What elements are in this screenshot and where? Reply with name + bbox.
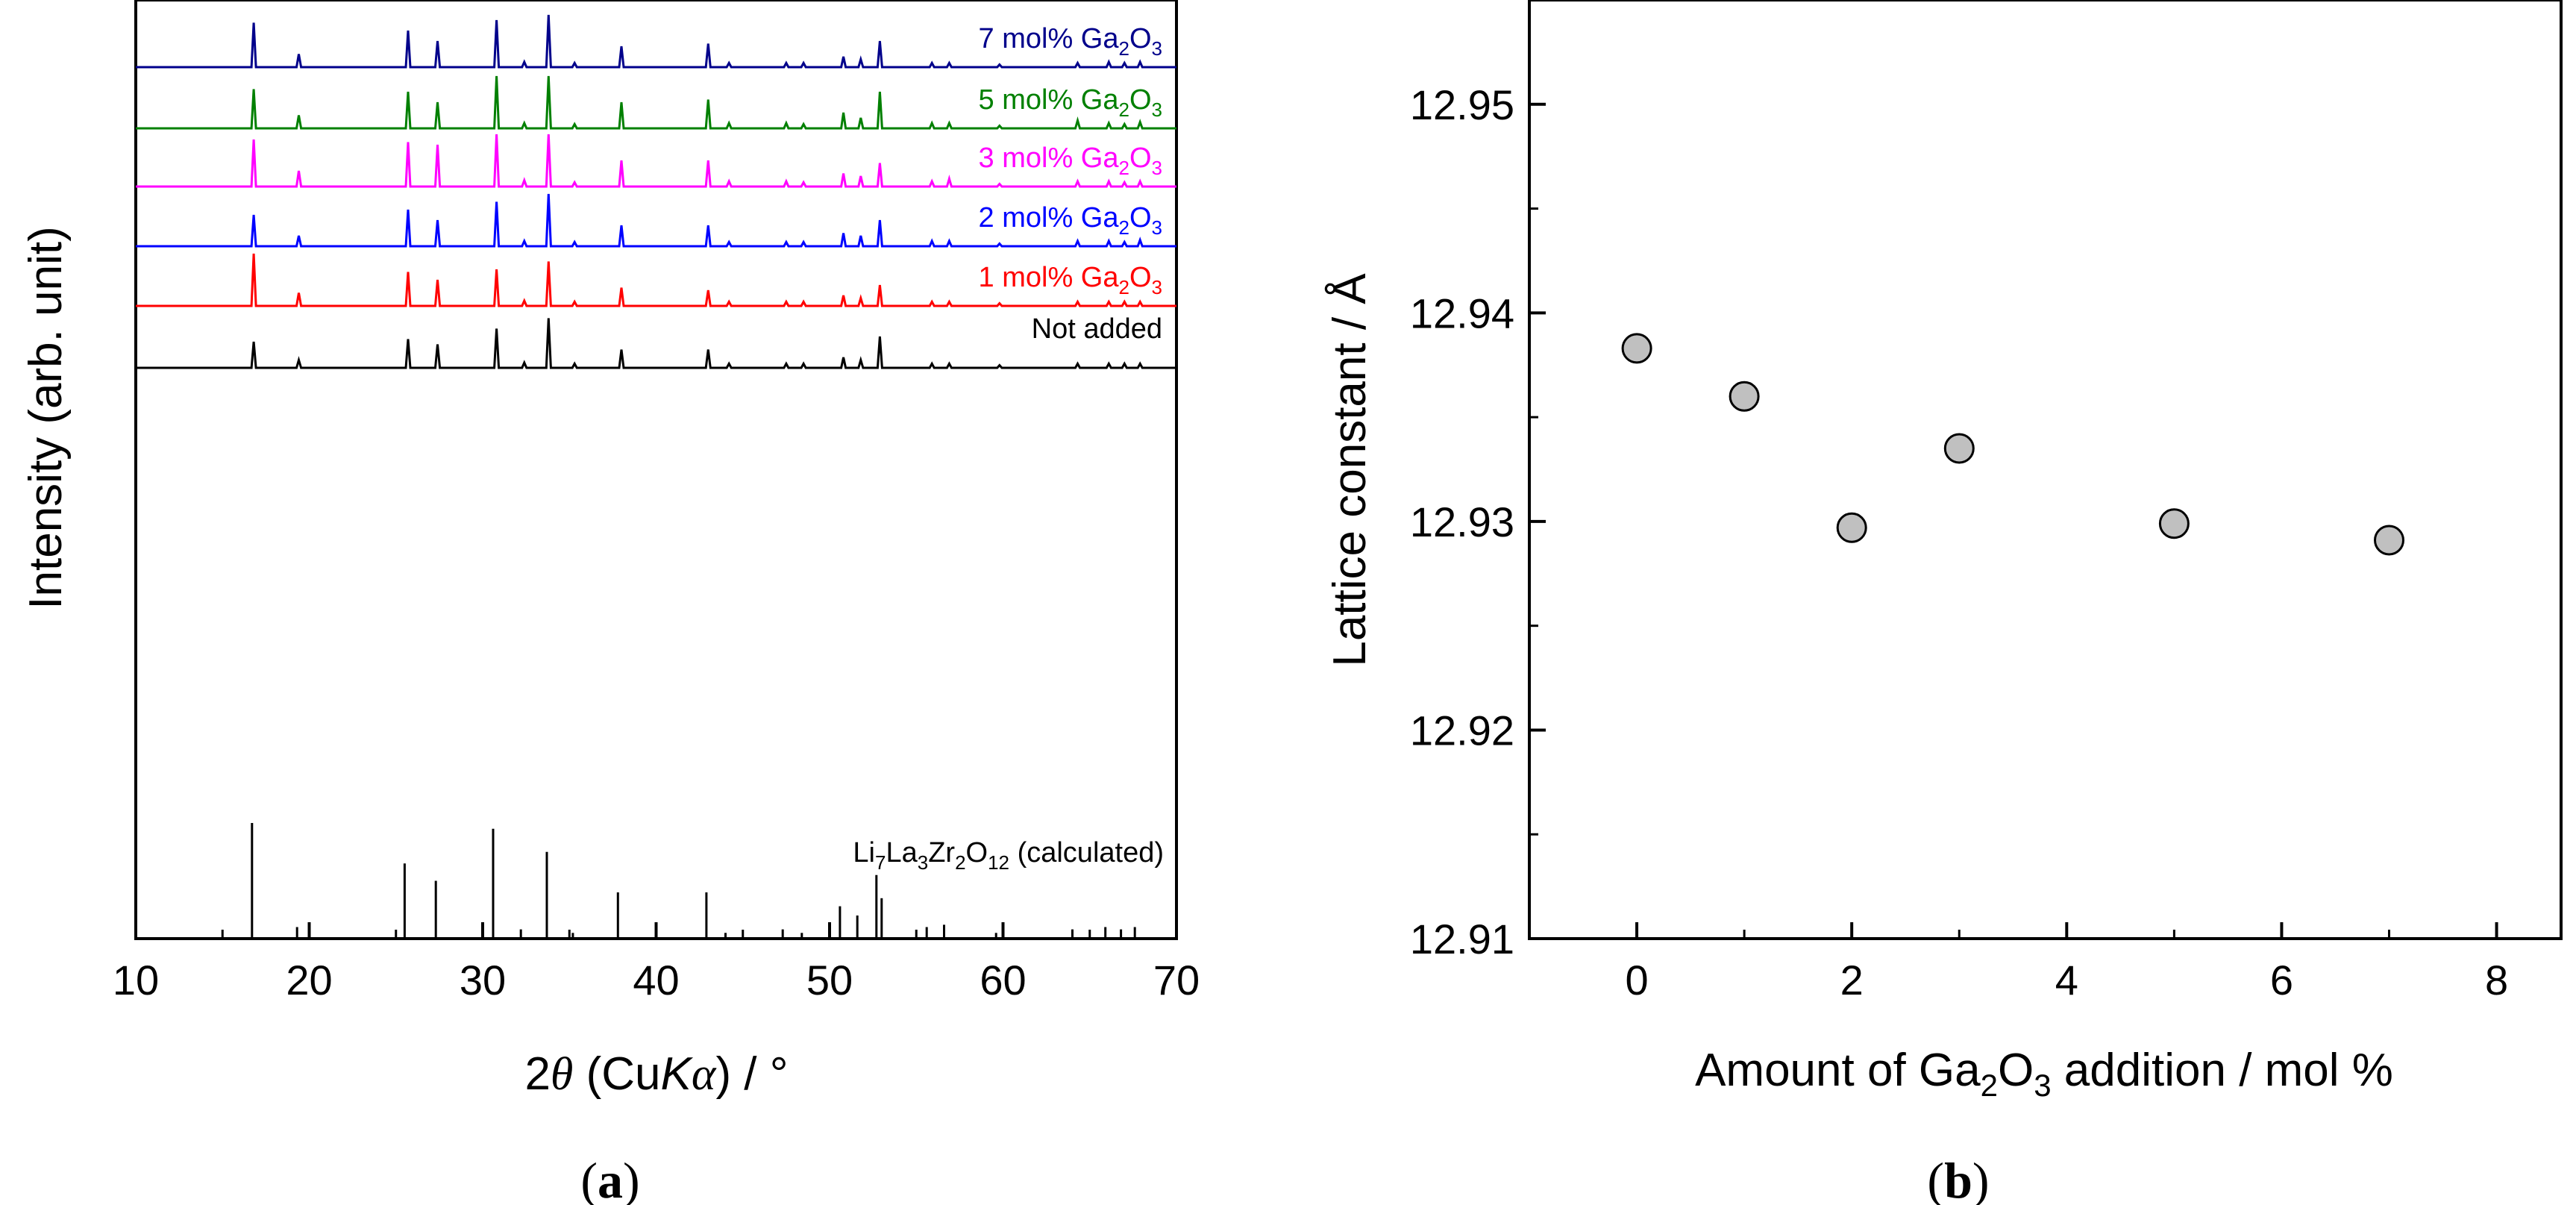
series-label-2: 3 mol% Ga2O3 — [979, 143, 1162, 179]
xrd-trace-1 — [136, 75, 1176, 130]
x-tick-label: 40 — [633, 957, 679, 1004]
series-label-4: 1 mol% Ga2O3 — [979, 262, 1162, 298]
data-point — [1621, 333, 1652, 364]
panel-b-data-points — [1621, 333, 2404, 556]
panel-a-caption: (a) — [580, 1152, 639, 1205]
panel-a-x-axis-label: 2θ (CuKα) / ° — [524, 1048, 788, 1100]
data-point — [2374, 525, 2404, 556]
panel-b-plot-frame — [1528, 0, 2563, 940]
panel-a-reference-sticks — [251, 823, 1136, 939]
data-point — [1836, 512, 1867, 543]
x-tick-label: 20 — [286, 957, 332, 1004]
y-tick-label: 12.92 — [1410, 707, 1514, 754]
panel-a-series-labels: 7 mol% Ga2O3 5 mol% Ga2O3 3 mol% Ga2O3 2 mo… — [853, 23, 1164, 874]
panel-a: 7 mol% Ga2O3 5 mol% Ga2O3 3 mol% Ga2O3 2 mo… — [20, 0, 1200, 1205]
data-point — [2158, 508, 2190, 539]
x-tick-label: 4 — [2055, 957, 2078, 1004]
data-point — [1729, 381, 1760, 412]
xrd-trace-4 — [136, 253, 1176, 307]
x-tick-label: 2 — [1840, 957, 1864, 1004]
series-label-3: 2 mol% Ga2O3 — [979, 202, 1162, 239]
x-tick-label: 8 — [2485, 957, 2508, 1004]
y-tick-label: 12.91 — [1410, 916, 1514, 963]
y-tick-label: 12.94 — [1410, 289, 1514, 337]
xrd-trace-0 — [136, 14, 1176, 69]
x-tick-label: 60 — [980, 957, 1026, 1004]
panel-b-y-axis-label: Lattice constant / Å — [1324, 273, 1376, 667]
panel-b-caption: (b) — [1927, 1152, 1989, 1205]
panel-b-axes: 0 2 4 6 8 12.91 12.92 12.93 12.94 12.95 — [1410, 81, 2508, 1004]
panel-a-traces — [136, 14, 1176, 369]
panel-a-plot-frame — [134, 0, 1178, 940]
xrd-trace-5 — [136, 318, 1176, 369]
reference-label: Li7La3Zr2O12 (calculated) — [853, 837, 1164, 874]
x-tick-label: 6 — [2270, 957, 2293, 1004]
y-tick-label: 12.93 — [1410, 498, 1514, 545]
x-tick-label: 0 — [1625, 957, 1648, 1004]
panel-a-x-ticks: 10 20 30 40 50 60 70 — [113, 922, 1200, 1004]
y-tick-label: 12.95 — [1410, 81, 1514, 128]
series-label-0: 7 mol% Ga2O3 — [979, 23, 1162, 60]
panel-b: 0 2 4 6 8 12.91 12.92 12.93 12.94 12.95 Lattice c… — [1324, 0, 2563, 1205]
xrd-trace-2 — [136, 134, 1176, 188]
x-tick-label: 10 — [113, 957, 159, 1004]
x-tick-label: 50 — [806, 957, 853, 1004]
panel-a-y-axis-label: Intensity (arb. unit) — [20, 226, 72, 609]
x-tick-label: 70 — [1153, 957, 1200, 1004]
data-point — [1943, 433, 1975, 464]
panel-b-x-axis-label: Amount of Ga2O3 addition / mol % — [1695, 1045, 2393, 1103]
x-tick-label: 30 — [460, 957, 506, 1004]
series-label-5: Not added — [1032, 313, 1162, 345]
series-label-1: 5 mol% Ga2O3 — [979, 84, 1162, 121]
xrd-trace-3 — [136, 193, 1176, 248]
